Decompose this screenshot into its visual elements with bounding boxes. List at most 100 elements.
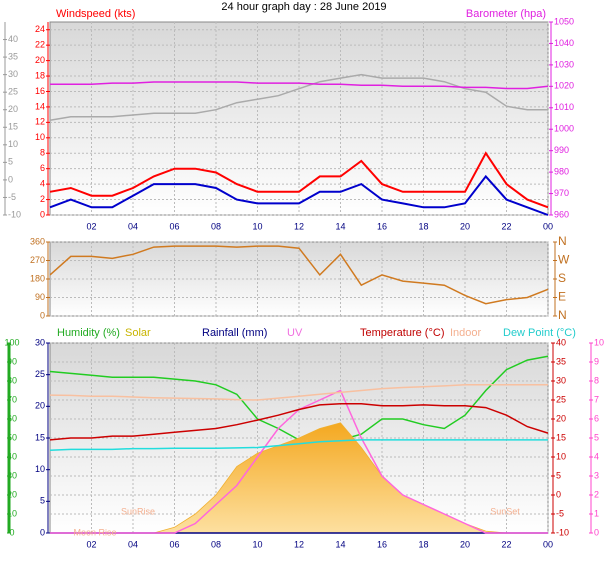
y-tick-label: 30	[8, 69, 18, 79]
line	[49, 403, 549, 441]
x-tick-label: 20	[460, 221, 470, 231]
legend-entry: Solar	[125, 327, 151, 339]
y-tick-label: -5	[556, 508, 564, 518]
y-tick-label: 16	[35, 86, 45, 96]
y-tick-label: 3	[594, 470, 599, 480]
y-tick-label: 30	[556, 375, 566, 385]
y-tick-label: 0	[594, 527, 599, 537]
line	[49, 151, 549, 209]
y-tick-label: 10	[35, 132, 45, 142]
y-tick-label: 5	[8, 157, 13, 167]
y-tick-label: 5	[594, 432, 599, 442]
y-tick-label: 1040	[554, 38, 574, 48]
legend-entry: Humidity (%)	[57, 327, 120, 339]
y-tick-label: 15	[556, 432, 566, 442]
x-tick-label: 04	[128, 221, 138, 231]
y-tick-label: 10	[8, 139, 18, 149]
y-tick-label: 8	[594, 375, 599, 385]
y-tick-label: 1	[594, 508, 599, 518]
y-tick-label: 15	[35, 432, 45, 442]
y-tick-label: 30	[7, 470, 17, 480]
y-tick-label: 25	[556, 394, 566, 404]
y-tick-label: 15	[8, 122, 18, 132]
y-tick-label: -10	[8, 209, 21, 219]
y-tick-label: 12	[35, 117, 45, 127]
y-tick-label: 80	[7, 375, 17, 385]
y-tick-label: 40	[8, 34, 18, 44]
x-tick-label: 04	[128, 539, 138, 549]
y-tick-label: 20	[556, 413, 566, 423]
x-tick-label: 08	[211, 539, 221, 549]
y-tick-label: 960	[554, 209, 569, 219]
y-tick-label: 10	[556, 451, 566, 461]
annotation: SunRise	[121, 506, 155, 516]
legend-entry: Temperature (°C)	[360, 327, 444, 339]
y-tick-label: 50	[7, 432, 17, 442]
y-tick-label: 2	[594, 489, 599, 499]
y-tick-label: 20	[7, 489, 17, 499]
line	[49, 245, 549, 305]
y-tick-label: 8	[40, 148, 45, 158]
y-tick-label: 20	[35, 401, 45, 411]
x-tick-label: 10	[252, 221, 262, 231]
line	[49, 384, 548, 401]
y-tick-label: 25	[8, 87, 18, 97]
legend-entry: Dew Point (°C)	[503, 327, 576, 339]
y-tick-label: 5	[556, 470, 561, 480]
y-tick-label: 18	[35, 70, 45, 80]
y-tick-label: -10	[556, 527, 569, 537]
y-tick-label: E	[558, 290, 566, 304]
y-tick-label: 22	[35, 40, 45, 50]
x-tick-label: 16	[377, 221, 387, 231]
y-tick-label: 1000	[554, 124, 574, 134]
y-tick-label: 1030	[554, 59, 574, 69]
y-tick-label: 10	[35, 464, 45, 474]
y-tick-label: 90	[35, 292, 45, 302]
y-tick-label: 24	[35, 24, 45, 34]
legend-entry: Windspeed (kts)	[56, 8, 135, 20]
x-tick-label: 02	[86, 221, 96, 231]
x-tick-label: 16	[377, 539, 387, 549]
x-tick-label: 20	[460, 539, 470, 549]
chart-title: 24 hour graph day : 28 June 2019	[221, 1, 386, 13]
y-tick-label: 40	[556, 337, 566, 347]
x-tick-label: 22	[501, 539, 511, 549]
y-tick-label: 25	[35, 369, 45, 379]
x-tick-label: 08	[211, 221, 221, 231]
y-tick-label: 70	[7, 394, 17, 404]
line	[49, 174, 549, 216]
y-tick-label: 1050	[554, 16, 574, 26]
legend-entry: Rainfall (mm)	[202, 327, 267, 339]
y-tick-label: 0	[40, 310, 45, 320]
y-tick-label: 4	[594, 451, 599, 461]
x-tick-label: 00	[543, 221, 553, 231]
annotation: SunSet	[490, 506, 520, 516]
y-tick-label: 0	[9, 527, 14, 537]
y-tick-label: 6	[594, 413, 599, 423]
x-tick-label: 22	[501, 221, 511, 231]
y-tick-label: 90	[7, 356, 17, 366]
y-tick-label: 60	[7, 413, 17, 423]
x-tick-label: 14	[335, 539, 345, 549]
x-tick-label: 12	[294, 221, 304, 231]
x-tick-label: 18	[418, 539, 428, 549]
y-tick-label: 35	[8, 51, 18, 61]
y-tick-label: S	[558, 271, 566, 285]
y-tick-label: 0	[8, 174, 13, 184]
y-tick-label: 970	[554, 188, 569, 198]
x-tick-label: 18	[418, 221, 428, 231]
y-tick-label: 0	[40, 527, 45, 537]
y-tick-label: 30	[35, 337, 45, 347]
x-tick-label: 00	[543, 539, 553, 549]
line	[50, 81, 549, 90]
y-tick-label: 0	[556, 489, 561, 499]
y-tick-label: 40	[7, 451, 17, 461]
y-tick-label: 9	[594, 356, 599, 366]
y-tick-label: 10	[594, 337, 604, 347]
y-tick-label: 180	[30, 273, 45, 283]
y-tick-label: 100	[4, 337, 19, 347]
y-tick-label: 980	[554, 166, 569, 176]
y-tick-label: -5	[8, 192, 16, 202]
y-tick-label: 6	[40, 163, 45, 173]
x-tick-label: 10	[252, 539, 262, 549]
